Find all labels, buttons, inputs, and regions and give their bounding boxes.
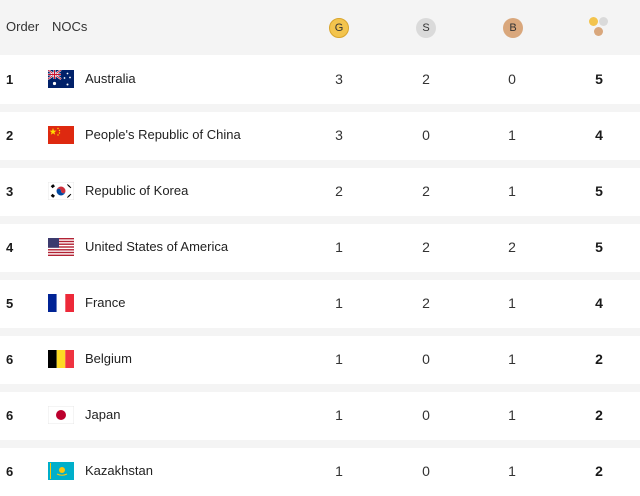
silver-medal-icon[interactable]: S [416, 18, 436, 38]
row-divider [0, 440, 640, 448]
bronze-count: 1 [508, 463, 516, 479]
row-order: 1 [6, 72, 14, 87]
total-count: 5 [595, 239, 603, 255]
bronze-count: 2 [508, 239, 516, 255]
order-column-header[interactable]: Order [6, 19, 40, 34]
gold-count: 3 [335, 127, 343, 143]
total-count: 4 [595, 127, 603, 143]
silver-count: 2 [422, 71, 430, 87]
silver-count: 0 [422, 351, 430, 367]
row-divider [0, 216, 640, 224]
table-row[interactable]: 6 Japan 1 0 1 2 [0, 392, 640, 440]
total-count: 2 [595, 407, 603, 423]
row-order: 6 [6, 408, 14, 423]
gold-count: 1 [335, 295, 343, 311]
total-count: 2 [595, 351, 603, 367]
country-name[interactable]: Japan [85, 407, 121, 422]
table-header: Order NOCs G S B [0, 0, 640, 55]
gold-count: 3 [335, 71, 343, 87]
france-flag-icon [48, 294, 74, 312]
row-divider [0, 384, 640, 392]
bronze-count: 1 [508, 351, 516, 367]
gold-count: 1 [335, 463, 343, 479]
nocs-column-header[interactable]: NOCs [52, 19, 88, 34]
country-name[interactable]: People's Republic of China [85, 127, 241, 142]
country-name[interactable]: France [85, 295, 126, 310]
total-count: 5 [595, 71, 603, 87]
row-order: 6 [6, 464, 14, 479]
korea-flag-icon [48, 182, 74, 200]
table-row[interactable]: 3 Republic of Korea 2 2 1 5 [0, 168, 640, 216]
silver-count: 0 [422, 127, 430, 143]
total-count: 5 [595, 183, 603, 199]
row-divider [0, 272, 640, 280]
bronze-count: 1 [508, 407, 516, 423]
table-row[interactable]: 2 People's Republic of China 3 0 1 4 [0, 112, 640, 160]
bronze-count: 1 [508, 127, 516, 143]
japan-flag-icon [48, 406, 74, 424]
table-row[interactable]: 1 Australia 3 2 0 5 [0, 56, 640, 104]
row-divider [0, 328, 640, 336]
silver-count: 2 [422, 295, 430, 311]
usa-flag-icon [48, 238, 74, 256]
gold-count: 1 [335, 239, 343, 255]
total-count: 4 [595, 295, 603, 311]
table-row[interactable]: 6 Kazakhstan 1 0 1 2 [0, 448, 640, 496]
row-order: 4 [6, 240, 14, 255]
gold-count: 1 [335, 351, 343, 367]
country-name[interactable]: Australia [85, 71, 136, 86]
table-row[interactable]: 5 France 1 2 1 4 [0, 280, 640, 328]
australia-flag-icon [48, 70, 74, 88]
kazakhstan-flag-icon [48, 462, 74, 480]
silver-count: 0 [422, 407, 430, 423]
bronze-count: 1 [508, 183, 516, 199]
row-divider [0, 104, 640, 112]
table-row[interactable]: 4 United States of America 1 2 2 5 [0, 224, 640, 272]
row-order: 6 [6, 352, 14, 367]
gold-count: 2 [335, 183, 343, 199]
silver-count: 0 [422, 463, 430, 479]
country-name[interactable]: Belgium [85, 351, 132, 366]
total-count: 2 [595, 463, 603, 479]
row-divider [0, 160, 640, 168]
bronze-count: 1 [508, 295, 516, 311]
medals-total-icon[interactable] [588, 16, 610, 40]
bronze-count: 0 [508, 71, 516, 87]
row-order: 3 [6, 184, 14, 199]
belgium-flag-icon [48, 350, 74, 368]
silver-count: 2 [422, 239, 430, 255]
bronze-medal-icon[interactable]: B [503, 18, 523, 38]
table-row[interactable]: 6 Belgium 1 0 1 2 [0, 336, 640, 384]
gold-medal-icon[interactable]: G [329, 18, 349, 38]
silver-count: 2 [422, 183, 430, 199]
row-order: 5 [6, 296, 14, 311]
country-name[interactable]: Kazakhstan [85, 463, 153, 478]
china-flag-icon [48, 126, 74, 144]
row-order: 2 [6, 128, 14, 143]
country-name[interactable]: Republic of Korea [85, 183, 189, 198]
country-name[interactable]: United States of America [85, 239, 229, 254]
gold-count: 1 [335, 407, 343, 423]
